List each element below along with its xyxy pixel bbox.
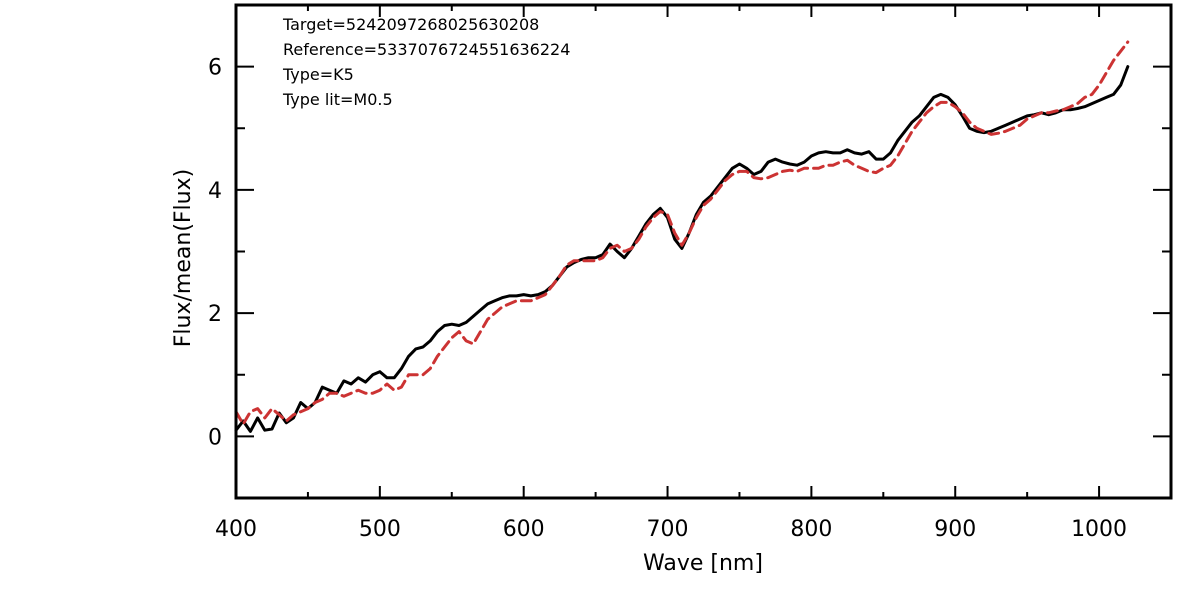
target-spectrum-line bbox=[234, 65, 1130, 433]
plot-frame bbox=[234, 3, 1173, 500]
annotation-line: Type lit=M0.5 bbox=[282, 90, 393, 109]
annotation-line: Target=5242097268025630208 bbox=[282, 15, 539, 34]
annotation-line: Reference=5337076724551636224 bbox=[283, 40, 570, 59]
ticks-layer bbox=[235, 4, 1172, 499]
y-tick-label: 0 bbox=[208, 425, 222, 450]
y-tick-label: 2 bbox=[208, 302, 222, 327]
x-tick-label: 900 bbox=[934, 517, 976, 542]
x-tick-label: 800 bbox=[790, 517, 832, 542]
y-tick-label: 6 bbox=[208, 56, 222, 81]
y-tick-label: 4 bbox=[208, 179, 222, 204]
x-axis-label: Wave [nm] bbox=[643, 551, 763, 576]
x-tick-label: 400 bbox=[215, 517, 257, 542]
labels-layer: 400 500 600 700 800 900 1000 0 2 4 6 bbox=[208, 56, 1127, 542]
x-tick-label: 1000 bbox=[1071, 517, 1127, 542]
reference-spectrum-line bbox=[234, 40, 1130, 426]
y-axis-label: Flux/mean(Flux) bbox=[171, 169, 196, 347]
x-tick-label: 500 bbox=[359, 517, 401, 542]
x-tick-label: 600 bbox=[503, 517, 545, 542]
annotation-line: Type=K5 bbox=[282, 65, 354, 84]
x-tick-label: 700 bbox=[647, 517, 689, 542]
annotations-layer: Target=5242097268025630208 Reference=5337… bbox=[282, 15, 570, 109]
series-layer bbox=[234, 40, 1130, 433]
